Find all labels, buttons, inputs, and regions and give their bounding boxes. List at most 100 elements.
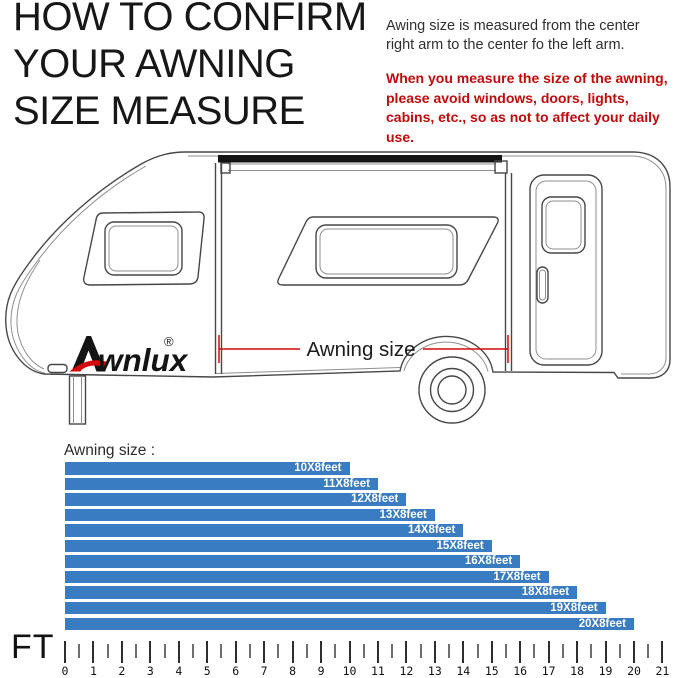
main-window <box>277 216 499 286</box>
bar-label: 12X8feet <box>351 493 399 506</box>
awning-size-bar: 17X8feet <box>65 570 549 584</box>
title-line-2: YOUR AWNING <box>13 42 295 86</box>
ruler-number: 14 <box>456 664 471 678</box>
ruler-number: 0 <box>61 664 69 678</box>
ruler-tick <box>248 644 251 658</box>
ruler-tick <box>604 641 607 663</box>
ruler-number: 12 <box>399 664 414 678</box>
ruler-tick <box>64 641 66 663</box>
title-line-1: HOW TO CONFIRM <box>13 0 367 39</box>
page-title: HOW TO CONFIRM YOUR AWNING SIZE MEASURE <box>13 0 367 135</box>
ruler-tick <box>376 641 379 663</box>
ruler-tick <box>277 644 280 658</box>
awning-size-bar: 11X8feet <box>65 477 378 491</box>
ruler-tick <box>206 641 209 663</box>
wheel <box>403 341 489 424</box>
ruler-tick <box>590 644 593 658</box>
ruler-number: 11 <box>371 664 385 678</box>
bars: 10X8feet 11X8feet 12X8feet 13X8feet 14X8feet… <box>65 462 679 632</box>
ruler-tick <box>576 641 579 663</box>
ruler-number: 1 <box>89 664 97 678</box>
ruler-tick <box>334 644 337 658</box>
ruler-number: 5 <box>203 664 211 678</box>
unit-label: FT <box>11 628 55 666</box>
ruler-tick <box>305 644 308 658</box>
measure-label: Awning size <box>306 338 415 361</box>
awning-size-bar: 14X8feet <box>65 524 464 537</box>
ruler-number: 3 <box>146 664 154 678</box>
front-window <box>82 211 205 286</box>
awning-size-bar: 19X8feet <box>65 601 606 615</box>
ruler-tick <box>448 644 451 658</box>
brand-text: wnlux <box>98 342 189 378</box>
ruler-tick <box>433 641 436 663</box>
bar-label: 20X8feet <box>578 617 626 630</box>
ruler-tick <box>320 641 323 663</box>
caravan-body <box>5 151 671 379</box>
ruler-tick <box>519 641 522 663</box>
bar-label: 11X8feet <box>323 477 370 490</box>
awning-size-bar: 12X8feet <box>65 493 407 506</box>
ruler-tick <box>504 644 507 658</box>
ruler-tick <box>405 641 408 663</box>
awning-arm-left <box>214 163 223 374</box>
door <box>529 174 603 366</box>
awning-arm-right <box>504 173 513 371</box>
ruler-tick <box>462 641 465 663</box>
ruler-tick <box>92 641 95 663</box>
ruler-tick <box>391 644 394 658</box>
ruler-number: 8 <box>289 664 297 678</box>
caravan-diagram: Awning size wnlux ® <box>0 140 679 432</box>
ruler-number: 19 <box>598 664 613 678</box>
measure-note: Awing size is measured from the center r… <box>386 17 640 53</box>
ruler-tick <box>149 641 152 663</box>
door-handle <box>536 266 549 304</box>
ruler-tick <box>490 641 493 663</box>
awning-size-bar: 10X8feet <box>65 462 350 475</box>
tow-post <box>68 375 87 425</box>
ruler-tick <box>661 641 664 663</box>
ruler-tick <box>263 641 266 663</box>
ruler-tick <box>533 644 536 658</box>
awning-size-bar: 15X8feet <box>65 539 492 553</box>
awning-size-bar: 20X8feet <box>65 617 634 630</box>
ruler-tick <box>291 641 294 663</box>
ruler-tick <box>547 641 550 663</box>
ruler-number: 10 <box>342 664 357 678</box>
bar-label: 10X8feet <box>294 462 342 474</box>
brand-swoosh <box>69 360 106 372</box>
ruler-number: 9 <box>317 664 325 678</box>
bar-label: 14X8feet <box>407 524 456 537</box>
chart-title: Awning size : <box>64 442 156 459</box>
brand-logo: wnlux ® <box>69 334 189 378</box>
ruler-tick <box>476 644 479 658</box>
ruler-tick <box>192 644 195 658</box>
bar-label: 17X8feet <box>493 570 541 583</box>
caravan-drawing: Awning size wnlux ® <box>5 151 671 425</box>
awning-size-bar: 13X8feet <box>65 508 435 522</box>
awning-size-bar: 16X8feet <box>65 555 521 568</box>
bar-label: 19X8feet <box>550 601 598 614</box>
ruler-tick <box>647 644 650 658</box>
ruler: 0 1 2 3 4 5 6 7 8 9 10 11 12 13 14 15 16 17 18 19 20 21 <box>0 641 679 678</box>
ruler-tick <box>362 644 365 658</box>
measure-line: Awning size <box>218 335 509 363</box>
ruler-number: 6 <box>232 664 240 678</box>
ruler-tick <box>163 644 166 658</box>
ruler-tick <box>561 644 564 658</box>
ruler-tick <box>78 644 81 658</box>
bar-label: 18X8feet <box>521 586 570 599</box>
brand-registered-mark: ® <box>164 334 174 349</box>
ruler-number: 18 <box>570 664 585 678</box>
ruler-tick <box>220 644 223 658</box>
ruler-tick <box>633 641 635 663</box>
ruler-tick <box>120 641 123 663</box>
bar-label: 16X8feet <box>464 555 513 568</box>
ruler-number: 7 <box>260 664 268 678</box>
ruler-tick <box>106 644 109 658</box>
ruler-tick <box>348 641 351 663</box>
ruler-tick <box>618 644 621 658</box>
ruler-tick <box>135 644 138 658</box>
bar-label: 15X8feet <box>436 539 484 552</box>
ruler-number: 4 <box>175 664 183 678</box>
